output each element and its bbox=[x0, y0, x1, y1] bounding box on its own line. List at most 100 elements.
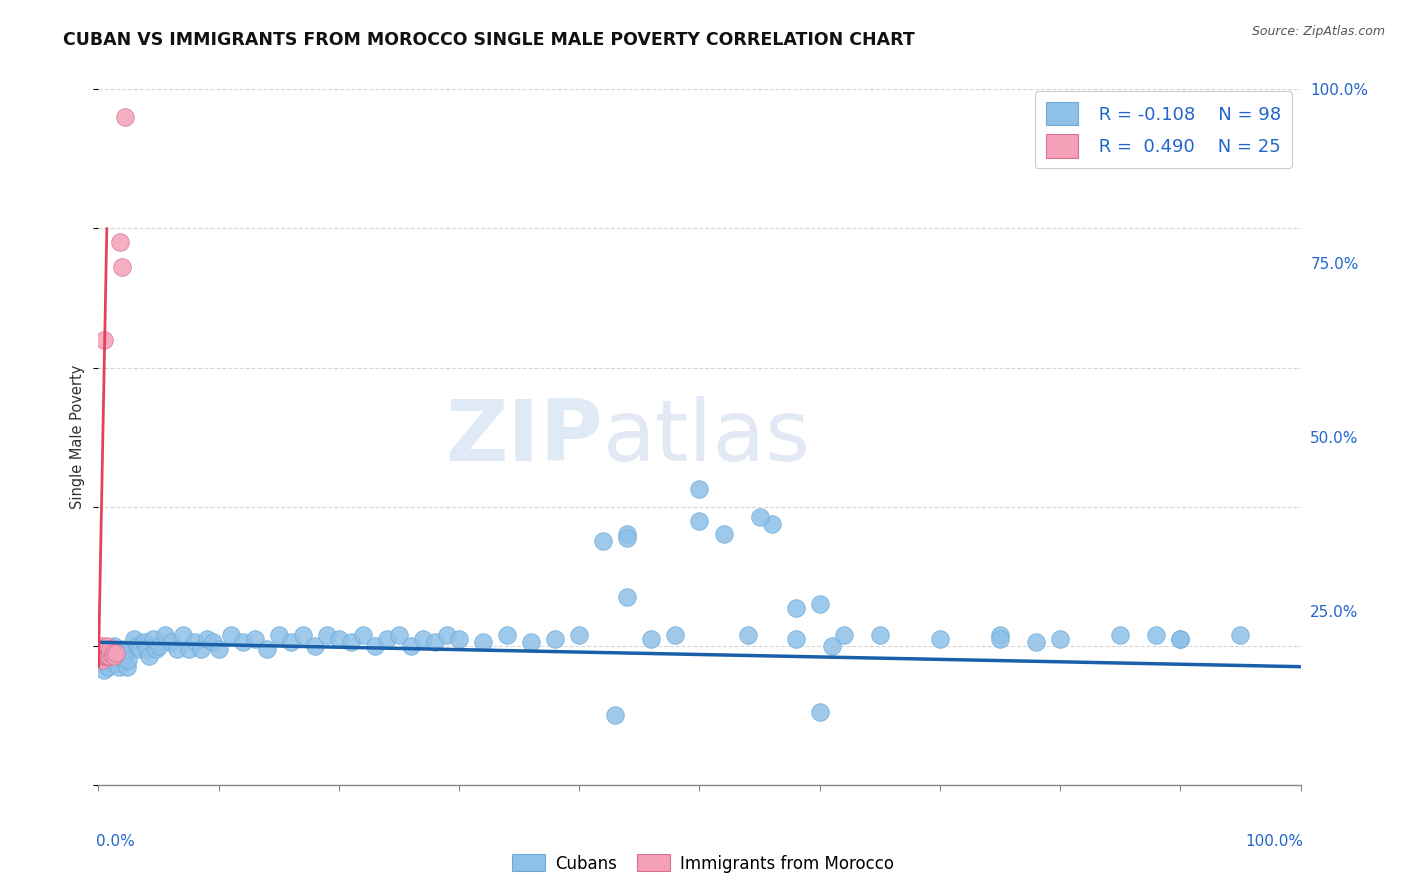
Point bbox=[472, 635, 495, 649]
Point bbox=[91, 642, 114, 657]
Point bbox=[364, 639, 387, 653]
Point bbox=[96, 639, 118, 653]
Point bbox=[93, 333, 115, 347]
Point bbox=[1229, 628, 1251, 642]
Point bbox=[117, 653, 139, 667]
Point bbox=[141, 632, 163, 646]
Point bbox=[93, 649, 115, 664]
Point bbox=[91, 649, 114, 664]
Legend:  R = -0.108    N = 98,  R =  0.490    N = 25: R = -0.108 N = 98, R = 0.490 N = 25 bbox=[1035, 91, 1292, 169]
Point bbox=[117, 659, 139, 673]
Point bbox=[1170, 632, 1192, 646]
Point bbox=[96, 649, 118, 664]
Point bbox=[153, 628, 176, 642]
Point bbox=[291, 628, 314, 642]
Point bbox=[304, 639, 326, 653]
Point bbox=[159, 635, 181, 649]
Point bbox=[125, 639, 148, 653]
Point bbox=[96, 653, 118, 667]
Text: CUBAN VS IMMIGRANTS FROM MOROCCO SINGLE MALE POVERTY CORRELATION CHART: CUBAN VS IMMIGRANTS FROM MOROCCO SINGLE … bbox=[63, 31, 915, 49]
Point bbox=[340, 635, 363, 649]
Point bbox=[928, 632, 950, 646]
Point bbox=[177, 642, 200, 657]
Point bbox=[243, 632, 266, 646]
Point bbox=[129, 642, 152, 657]
Point bbox=[592, 534, 614, 549]
Point bbox=[91, 649, 114, 664]
Point bbox=[748, 510, 770, 524]
Point bbox=[90, 642, 112, 657]
Point bbox=[132, 635, 155, 649]
Point bbox=[105, 642, 128, 657]
Point bbox=[94, 649, 117, 664]
Point bbox=[232, 635, 254, 649]
Point bbox=[399, 639, 422, 653]
Point bbox=[98, 649, 121, 664]
Point bbox=[107, 657, 129, 671]
Point bbox=[640, 632, 662, 646]
Point bbox=[256, 642, 278, 657]
Point bbox=[172, 628, 194, 642]
Point bbox=[447, 632, 470, 646]
Point bbox=[100, 646, 122, 660]
Point bbox=[135, 642, 157, 657]
Point bbox=[988, 632, 1011, 646]
Point bbox=[100, 646, 122, 660]
Point bbox=[97, 649, 120, 664]
Point bbox=[93, 642, 115, 657]
Point bbox=[423, 635, 446, 649]
Point bbox=[91, 653, 114, 667]
Point bbox=[110, 642, 132, 657]
Point bbox=[1144, 628, 1167, 642]
Point bbox=[111, 260, 134, 274]
Point bbox=[101, 646, 124, 660]
Point bbox=[616, 531, 638, 545]
Point bbox=[1025, 635, 1047, 649]
Point bbox=[148, 639, 170, 653]
Y-axis label: Single Male Poverty: Single Male Poverty bbox=[70, 365, 86, 509]
Point bbox=[115, 642, 138, 657]
Point bbox=[761, 516, 783, 531]
Point bbox=[988, 628, 1011, 642]
Legend: Cubans, Immigrants from Morocco: Cubans, Immigrants from Morocco bbox=[505, 847, 901, 880]
Point bbox=[568, 628, 591, 642]
Point bbox=[664, 628, 686, 642]
Text: Source: ZipAtlas.com: Source: ZipAtlas.com bbox=[1251, 25, 1385, 38]
Point bbox=[145, 642, 167, 657]
Point bbox=[100, 653, 122, 667]
Point bbox=[821, 639, 844, 653]
Point bbox=[375, 632, 398, 646]
Point bbox=[90, 642, 112, 657]
Point bbox=[689, 514, 711, 528]
Point bbox=[138, 649, 160, 664]
Point bbox=[869, 628, 891, 642]
Text: 100.0%: 100.0% bbox=[1244, 834, 1303, 848]
Point bbox=[315, 628, 337, 642]
Point bbox=[114, 110, 136, 124]
Point bbox=[1109, 628, 1132, 642]
Point bbox=[105, 646, 128, 660]
Point bbox=[91, 657, 114, 671]
Point bbox=[100, 642, 122, 657]
Point bbox=[108, 659, 131, 673]
Point bbox=[183, 635, 205, 649]
Point bbox=[388, 628, 411, 642]
Point bbox=[689, 482, 711, 496]
Point bbox=[90, 649, 112, 664]
Point bbox=[1049, 632, 1071, 646]
Point bbox=[832, 628, 855, 642]
Point bbox=[111, 646, 134, 660]
Point bbox=[94, 642, 117, 657]
Point bbox=[93, 663, 115, 677]
Point bbox=[808, 597, 831, 611]
Point bbox=[808, 705, 831, 719]
Point bbox=[785, 632, 807, 646]
Point bbox=[436, 628, 458, 642]
Point bbox=[737, 628, 759, 642]
Point bbox=[352, 628, 374, 642]
Point bbox=[166, 642, 188, 657]
Point bbox=[208, 642, 231, 657]
Point bbox=[124, 632, 146, 646]
Point bbox=[94, 642, 117, 657]
Point bbox=[114, 649, 136, 664]
